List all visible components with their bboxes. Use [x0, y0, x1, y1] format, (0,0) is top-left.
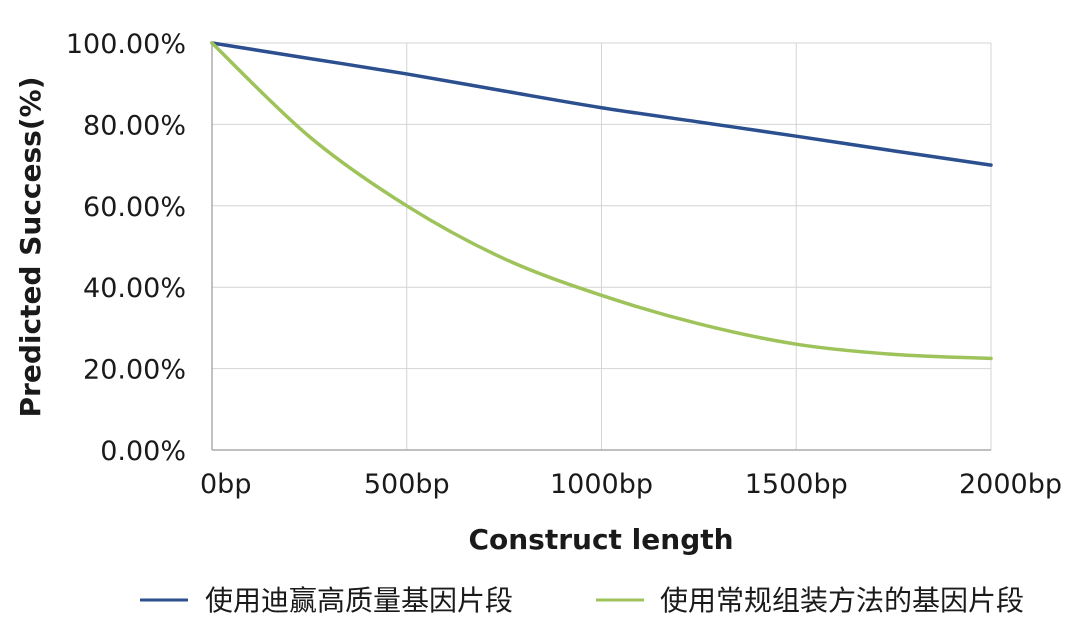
- y-tick-label-5: 100.00%: [66, 29, 186, 60]
- x-tick-label-2: 1000bp: [550, 469, 653, 500]
- y-axis-title: Predicted Success(%): [14, 77, 47, 418]
- x-tick-label-0: 0bp: [200, 469, 251, 500]
- y-tick-label-2: 40.00%: [83, 273, 186, 304]
- series-line-2: [210, 41, 993, 361]
- y-tick-label-0: 0.00%: [100, 436, 186, 467]
- x-tick-label-1: 500bp: [364, 469, 450, 500]
- y-tick-label-3: 60.00%: [83, 192, 186, 223]
- y-tick-label-1: 20.00%: [83, 355, 186, 386]
- x-axis-ticks: 0bp 500bp 1000bp 1500bp 2000bp: [200, 469, 1062, 500]
- x-tick-label-4: 2000bp: [959, 469, 1062, 500]
- grid-lines: [211, 42, 992, 451]
- y-tick-label-4: 80.00%: [83, 110, 186, 141]
- x-tick-label-3: 1500bp: [745, 469, 848, 500]
- series-line-1: [210, 41, 993, 167]
- x-axis-title: Construct length: [468, 523, 733, 556]
- legend: 使用迪赢高质量基因片段 使用常规组装方法的基因片段: [140, 584, 1024, 617]
- series-lines: [210, 41, 993, 361]
- legend-label-series-2: 使用常规组装方法的基因片段: [660, 584, 1024, 617]
- y-axis-ticks: 0.00% 20.00% 40.00% 60.00% 80.00% 100.00%: [66, 29, 186, 467]
- legend-label-series-1: 使用迪赢高质量基因片段: [205, 584, 513, 617]
